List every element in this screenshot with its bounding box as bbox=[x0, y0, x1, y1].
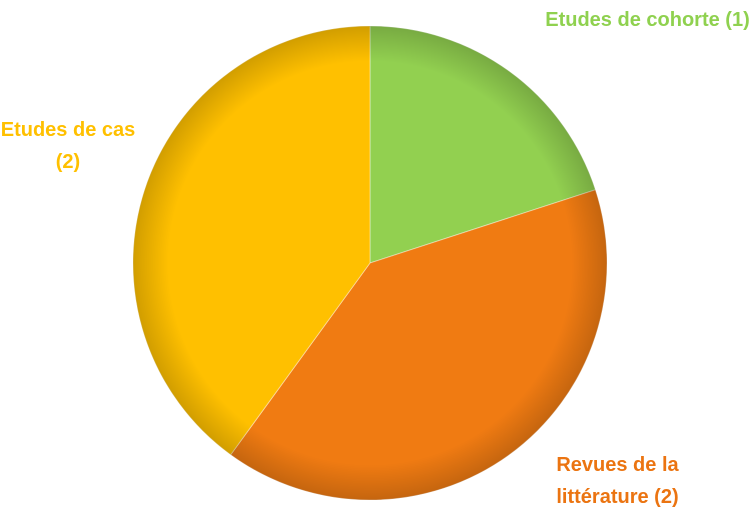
value-label: (1) bbox=[725, 9, 750, 31]
slice-label: Revues de la littérature (2) bbox=[530, 449, 705, 513]
category: Etudes de cohorte bbox=[545, 9, 720, 31]
category: Revues de la littérature bbox=[556, 454, 679, 508]
slice-label: Etudes de cas (2) bbox=[0, 114, 136, 178]
pie-shading bbox=[133, 26, 607, 500]
value-label: (2) bbox=[654, 486, 679, 508]
value-label: (2) bbox=[55, 151, 81, 173]
slice-label: Etudes de cohorte (1) bbox=[540, 4, 753, 36]
category: Etudes de cas bbox=[0, 119, 136, 141]
